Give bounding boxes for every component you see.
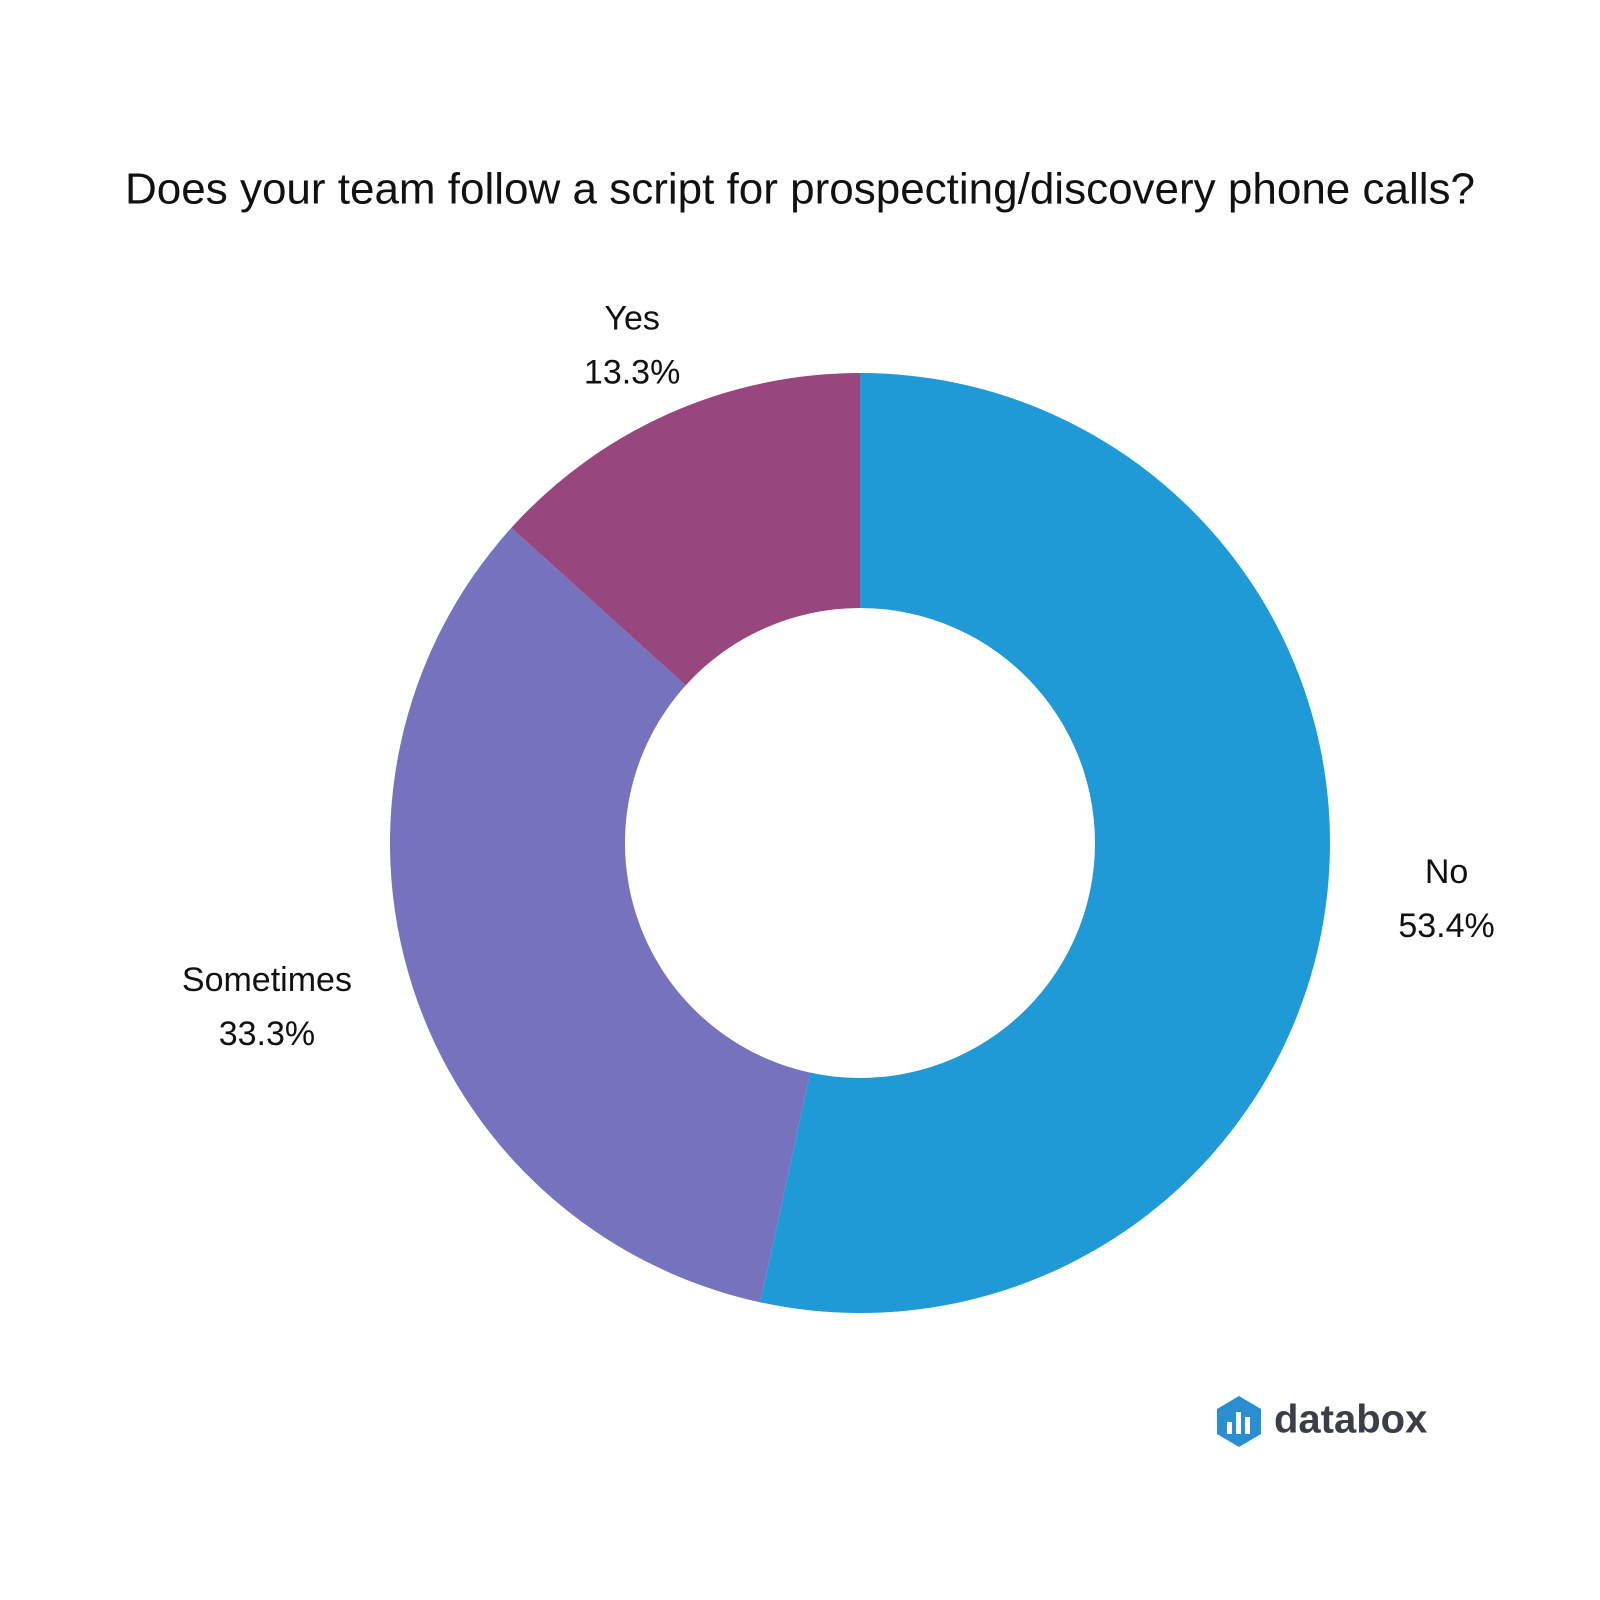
slice-value-label: 33.3%: [219, 1015, 315, 1053]
logo-icon-bar: [1236, 1412, 1241, 1434]
slice-value-label: 53.4%: [1398, 907, 1494, 945]
logo-text: databox: [1274, 1398, 1427, 1442]
donut-slice: [389, 527, 811, 1303]
slice-label: Yes: [604, 300, 659, 338]
slice-value-label: 13.3%: [584, 354, 680, 392]
chart-title: Does your team follow a script for prosp…: [125, 165, 1475, 214]
slice-label: No: [1425, 853, 1468, 891]
donut-slice: [511, 373, 860, 686]
logo-icon-bar: [1245, 1417, 1250, 1434]
slice-label: Sometimes: [182, 961, 352, 999]
brand-logo: databox: [1217, 1396, 1427, 1447]
donut-slice: [760, 373, 1331, 1313]
logo-icon-bar: [1227, 1422, 1232, 1434]
